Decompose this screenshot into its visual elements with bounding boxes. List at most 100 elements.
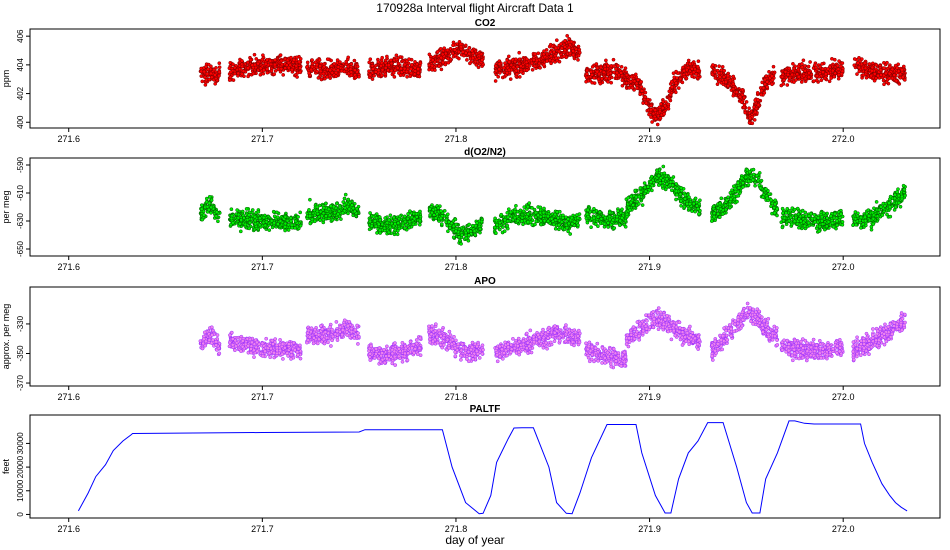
data-point (296, 215, 300, 219)
data-point (209, 205, 214, 210)
data-point (550, 58, 555, 63)
data-point (265, 70, 270, 75)
data-point (212, 67, 216, 72)
data-point (661, 99, 666, 104)
data-point (402, 66, 407, 71)
data-point (731, 74, 736, 79)
data-point (797, 74, 801, 79)
data-point (250, 208, 255, 212)
data-point (411, 222, 416, 227)
data-point (392, 215, 396, 220)
data-point (327, 213, 332, 218)
data-point (710, 72, 715, 77)
data-point (322, 64, 327, 69)
data-point (505, 210, 510, 215)
data-point (253, 221, 258, 226)
data-point (256, 210, 261, 214)
data-point (590, 64, 595, 69)
data-point (756, 97, 760, 102)
data-point (373, 219, 377, 223)
data-point (687, 206, 692, 211)
data-point (800, 65, 805, 70)
data-point (434, 216, 438, 221)
data-point (240, 64, 245, 69)
data-point (748, 116, 752, 121)
data-point (696, 59, 701, 64)
data-point (618, 210, 623, 215)
data-point (857, 65, 861, 70)
data-point (756, 103, 761, 107)
data-point (829, 76, 834, 80)
data-point (879, 73, 883, 77)
data-point (695, 69, 700, 73)
data-point (546, 214, 550, 219)
data-point (253, 218, 258, 223)
data-point (242, 216, 246, 220)
data-point (892, 73, 897, 77)
data-point (661, 164, 666, 169)
data-point (407, 57, 411, 61)
data-point (574, 47, 579, 52)
data-point (442, 208, 447, 213)
data-point (453, 53, 458, 58)
data-point (465, 58, 469, 62)
data-point (667, 96, 672, 101)
data-point (288, 216, 293, 220)
data-point (445, 212, 450, 217)
data-point (530, 67, 535, 72)
data-point (531, 58, 536, 62)
data-point (763, 82, 767, 87)
data-point (830, 56, 834, 61)
data-point (231, 78, 236, 82)
data-point (869, 68, 874, 73)
data-point (283, 224, 287, 229)
data-point (887, 65, 892, 69)
data-point (298, 223, 303, 228)
data-point (263, 62, 268, 66)
data-point (633, 188, 638, 193)
data-point (638, 92, 642, 97)
data-point (349, 70, 354, 75)
data-point (269, 69, 274, 73)
data-point (901, 75, 905, 80)
data-point (386, 63, 391, 68)
data-point (647, 112, 651, 117)
data-point (238, 229, 243, 234)
data-point (430, 58, 435, 62)
data-point (742, 95, 746, 100)
data-point (344, 67, 348, 71)
data-point (338, 60, 342, 64)
data-point (318, 64, 322, 68)
data-point (453, 217, 458, 222)
data-point (236, 215, 241, 220)
data-point (538, 214, 543, 219)
data-point (783, 69, 788, 74)
data-segment-10 (779, 56, 845, 88)
data-point (346, 55, 351, 60)
data-point (473, 232, 477, 237)
data-point (517, 50, 522, 55)
data-point (669, 188, 674, 193)
data-point (501, 66, 506, 70)
data-point (478, 227, 483, 231)
data-point (289, 55, 293, 60)
data-point (305, 65, 309, 69)
data-point (505, 70, 509, 75)
data-point (394, 57, 399, 62)
data-point (214, 214, 219, 219)
data-point (663, 103, 667, 108)
data-point (503, 61, 507, 66)
data-point (786, 72, 790, 77)
data-point (862, 61, 867, 66)
data-point (674, 197, 678, 202)
data-point (286, 228, 291, 232)
data-point (620, 207, 624, 212)
data-point (379, 63, 383, 68)
data-point (641, 101, 645, 105)
data-point (378, 228, 382, 233)
data-point (385, 220, 390, 225)
data-point (405, 74, 409, 79)
